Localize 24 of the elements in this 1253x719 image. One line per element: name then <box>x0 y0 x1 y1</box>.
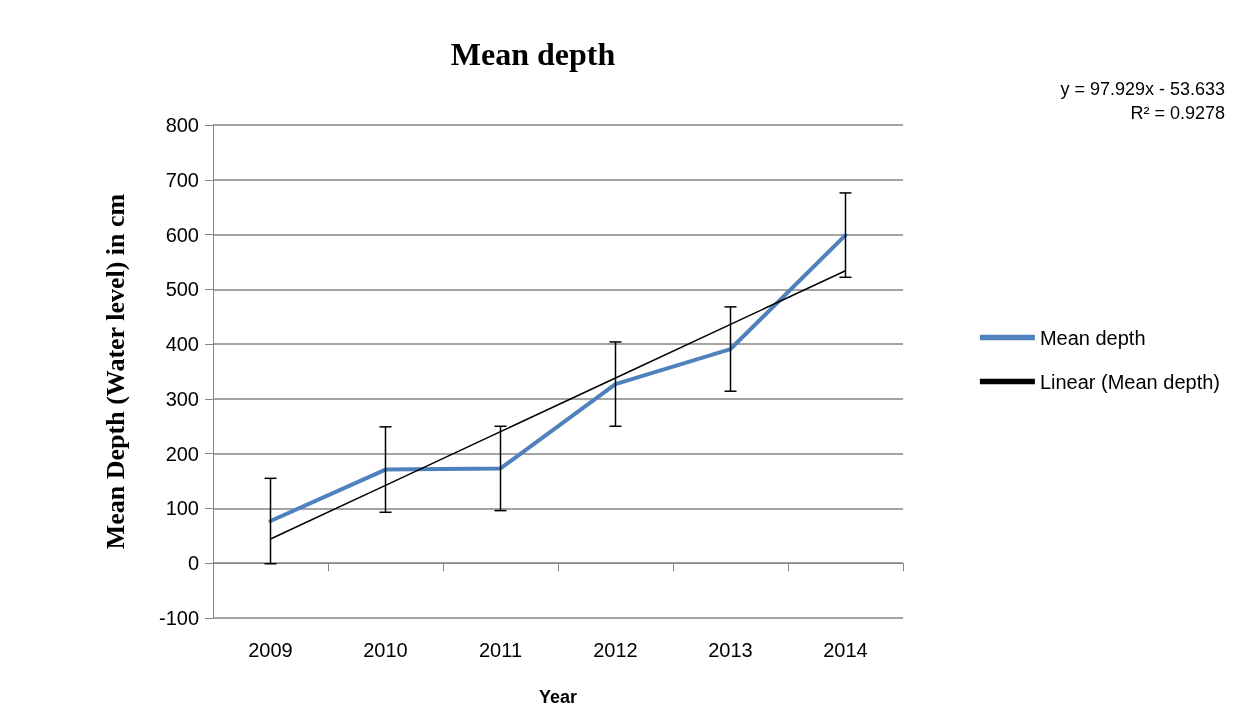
x-tick-label: 2013 <box>708 639 753 661</box>
x-tick-label: 2011 <box>478 639 523 661</box>
y-tick-label: 0 <box>187 552 199 575</box>
y-tick-label: 400 <box>165 333 199 356</box>
x-axis-title: Year <box>538 687 578 707</box>
x-tick-label: 2012 <box>593 639 638 661</box>
y-tick-label: 500 <box>165 278 199 301</box>
x-tick-label: 2010 <box>363 639 408 661</box>
y-tick-label: 800 <box>165 114 199 136</box>
y-tick-label: 300 <box>165 387 199 410</box>
x-tick-label: 2009 <box>248 639 293 661</box>
legend-label: Mean depth <box>1039 326 1146 349</box>
y-axis-title: Mean Depth (Water level) in cm <box>100 193 130 550</box>
text: y = 97.929x - 53.633 <box>1060 79 1226 99</box>
x-tick-label: 2014 <box>823 639 868 661</box>
y-tick-label: 100 <box>165 497 199 520</box>
legend-label: Linear (Mean depth) <box>1039 370 1220 393</box>
line-series <box>268 233 848 524</box>
text: R² = 0.9278 <box>1130 103 1225 123</box>
y-tick-label: 700 <box>165 168 199 191</box>
y-tick-label: 200 <box>165 442 199 465</box>
chart-title: Mean depth <box>450 36 616 72</box>
y-tick-label: -100 <box>158 607 199 629</box>
y-tick-label: 600 <box>165 223 199 246</box>
